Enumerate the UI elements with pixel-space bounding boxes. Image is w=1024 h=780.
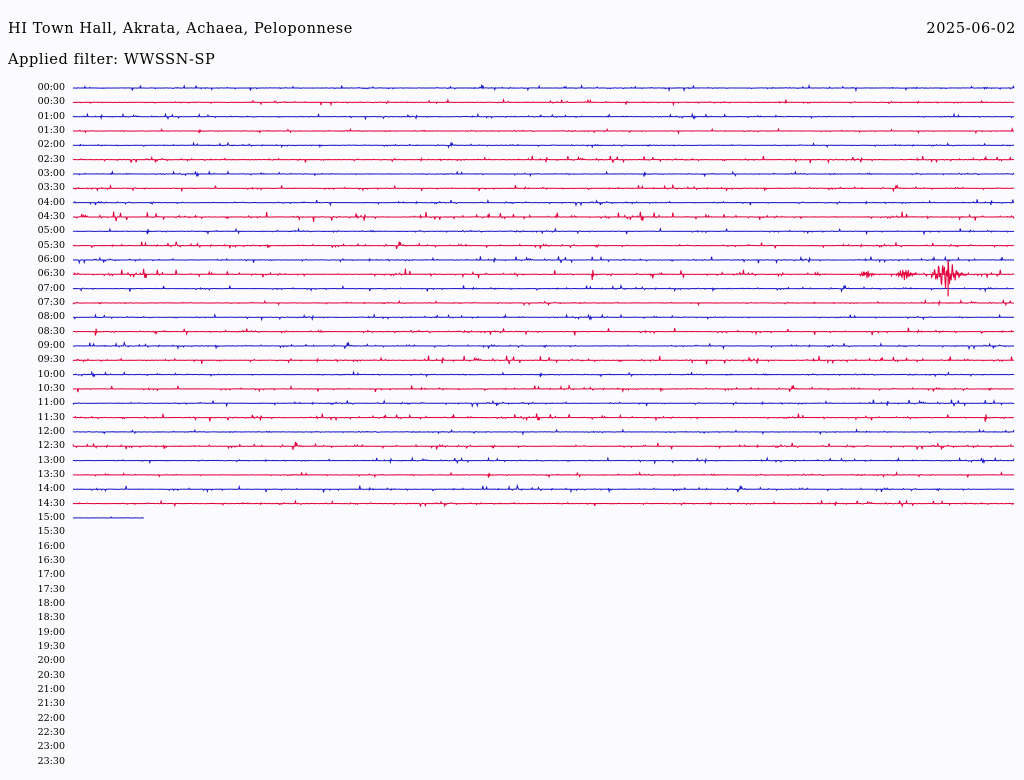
trace-line: [72, 312, 1015, 322]
time-label: 21:00: [37, 683, 65, 695]
time-label: 06:30: [37, 268, 65, 280]
trace-line: [72, 516, 144, 519]
trace-line: [72, 383, 1015, 393]
applied-filter-label: Applied filter: WWSSN-SP: [8, 52, 216, 68]
time-label: 03:30: [37, 182, 65, 194]
trace-line: [72, 483, 1015, 494]
time-label: 15:30: [37, 526, 65, 538]
time-label: 04:00: [37, 196, 65, 208]
time-label: 22:00: [37, 712, 65, 724]
time-label: 09:00: [37, 339, 65, 351]
trace-line: [72, 83, 1015, 93]
time-label: 16:00: [37, 540, 65, 552]
time-label: 08:00: [37, 311, 65, 323]
trace-line: [72, 283, 1015, 294]
time-label: 13:00: [37, 454, 65, 466]
trace-line: [72, 127, 1015, 135]
trace-line: [72, 155, 1015, 165]
trace-line: [72, 398, 1015, 408]
time-label: 19:00: [37, 626, 65, 638]
time-label: 23:30: [37, 755, 65, 767]
trace-line: [72, 97, 1015, 107]
trace-line: [72, 198, 1015, 207]
time-label: 06:00: [37, 253, 65, 265]
time-label: 07:00: [37, 282, 65, 294]
trace-line: [72, 141, 1015, 149]
time-label: 12:30: [37, 440, 65, 452]
time-label: 00:00: [37, 82, 65, 93]
trace-line: [72, 241, 1015, 250]
time-label: 13:30: [37, 468, 65, 480]
time-label: 01:30: [37, 124, 65, 136]
time-label: 19:30: [37, 640, 65, 652]
time-label: 10:30: [37, 382, 65, 394]
trace-line: [72, 340, 1015, 351]
trace-line: [72, 428, 1015, 436]
time-label: 17:00: [37, 569, 65, 581]
time-label: 08:30: [37, 325, 65, 337]
time-label: 07:30: [37, 296, 65, 308]
trace-line: [72, 470, 1015, 479]
trace-line: [72, 441, 1015, 450]
time-label: 22:30: [37, 726, 65, 738]
trace-line: [72, 413, 1015, 422]
time-label: 17:30: [37, 583, 65, 595]
time-label: 16:30: [37, 554, 65, 566]
time-label: 09:30: [37, 354, 65, 366]
time-label: 01:00: [37, 110, 65, 122]
trace-line: [72, 456, 1015, 465]
time-label: 04:30: [37, 210, 65, 222]
trace-line: [72, 370, 1015, 378]
time-label: 23:00: [37, 741, 65, 753]
event-waveform: [895, 269, 916, 281]
time-label: 03:00: [37, 167, 65, 179]
time-label: 00:30: [37, 96, 65, 108]
time-label: 15:00: [37, 511, 65, 523]
trace-line: [72, 170, 1015, 178]
time-label: 11:00: [37, 397, 65, 409]
trace-line: [72, 355, 1015, 365]
time-label: 10:00: [37, 368, 65, 380]
time-label: 20:00: [37, 655, 65, 667]
time-label: 05:30: [37, 239, 65, 251]
time-label: 21:30: [37, 698, 65, 710]
time-label: 12:00: [37, 425, 65, 437]
time-label: 20:30: [37, 669, 65, 681]
time-label: 18:00: [37, 597, 65, 609]
event-waveform: [860, 270, 877, 279]
trace-line: [72, 327, 1015, 336]
trace-line: [72, 268, 1015, 281]
time-label: 02:30: [37, 153, 65, 165]
time-label: 14:30: [37, 497, 65, 509]
time-label: 02:00: [37, 139, 65, 151]
trace-line: [72, 298, 1015, 307]
trace-line: [72, 112, 1015, 121]
time-label: 18:30: [37, 612, 65, 624]
time-axis-labels: 00:00 00:30 01:00 01:30 02:00 02:30 03:00 03:30…: [0, 0, 72, 780]
time-label: 05:00: [37, 225, 65, 237]
trace-line: [72, 211, 1015, 222]
record-date: 2025-06-02: [926, 21, 1016, 37]
trace-line: [72, 255, 1015, 265]
page-title: HI Town Hall, Akrata, Achaea, Peloponnes…: [8, 21, 353, 37]
trace-line: [72, 183, 1015, 193]
time-label: 14:00: [37, 483, 65, 495]
trace-line: [72, 499, 1015, 508]
trace-line: [72, 226, 1014, 236]
time-label: 11:30: [37, 411, 65, 423]
